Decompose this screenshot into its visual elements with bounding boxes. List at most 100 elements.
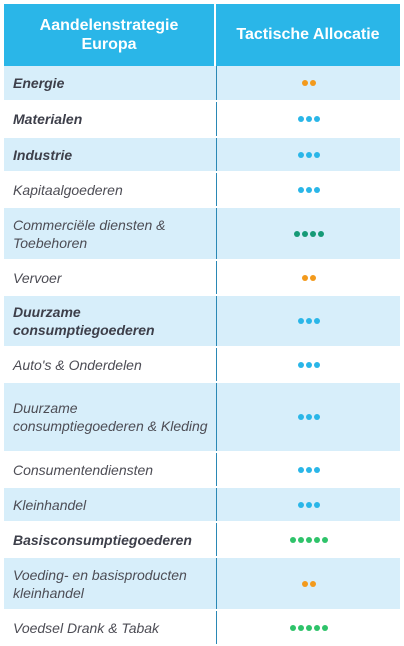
- header-strategy: Aandelenstrategie Europa: [4, 4, 216, 66]
- allocation-dot-icon: [305, 318, 312, 324]
- table-row: Kapitaalgoederen: [4, 173, 400, 208]
- table-row: Vervoer: [4, 261, 400, 296]
- allocation-dot-icon: [313, 186, 320, 193]
- allocation-dot-icon: [297, 151, 304, 158]
- sector-label: Duurzame consumptiegoederen: [13, 304, 155, 338]
- sector-label: Energie: [13, 75, 65, 91]
- allocation-dots: [297, 466, 320, 473]
- allocation-dot-icon: [305, 466, 312, 473]
- sector-label: Basisconsumptiegoederen: [13, 531, 192, 548]
- sector-label: Vervoer: [13, 269, 62, 286]
- allocation-dot-icon: [289, 536, 296, 543]
- allocation-dot-icon: [305, 151, 312, 158]
- allocation-dot-icon: [313, 318, 320, 324]
- table-row: Voedsel Drank & Tabak: [4, 611, 400, 646]
- allocation-cell: [216, 348, 400, 381]
- allocation-dot-icon: [305, 361, 312, 368]
- table-row: Energie: [4, 66, 400, 102]
- allocation-dot-icon: [305, 624, 312, 631]
- allocation-dots: [293, 230, 324, 237]
- allocation-cell: [216, 66, 400, 100]
- allocation-dot-icon: [313, 414, 320, 420]
- allocation-dots: [297, 501, 320, 508]
- allocation-cell: [216, 453, 400, 486]
- table-row: Kleinhandel: [4, 488, 400, 523]
- table-row: Materialen: [4, 102, 400, 138]
- header-allocation: Tactische Allocatie: [236, 26, 380, 43]
- allocation-dots: [289, 536, 328, 543]
- allocation-dot-icon: [297, 361, 304, 368]
- sector-label: Consumentendiensten: [13, 461, 154, 478]
- allocation-dots: [297, 361, 320, 368]
- allocation-dot-icon: [313, 624, 320, 631]
- sector-label: Kleinhandel: [13, 496, 87, 513]
- sector-label: Kapitaalgoederen: [13, 181, 123, 198]
- allocation-dot-icon: [305, 186, 312, 193]
- allocation-dot-icon: [305, 501, 312, 508]
- sector-label: Commerciële diensten & Toebehoren: [13, 216, 166, 251]
- allocation-dot-icon: [313, 536, 320, 543]
- allocation-cell: [216, 383, 400, 451]
- allocation-dot-icon: [297, 116, 304, 122]
- allocation-dots: [301, 274, 316, 281]
- sector-label: Voeding- en basisproducten kleinhandel: [13, 566, 187, 601]
- allocation-dot-icon: [297, 536, 304, 543]
- table-row: Duurzame consumptiegoederen & Kleding: [4, 383, 400, 453]
- allocation-cell: [216, 261, 400, 294]
- allocation-dot-icon: [297, 466, 304, 473]
- allocation-dots: [301, 80, 316, 86]
- allocation-dot-icon: [309, 580, 316, 587]
- table-row: Voeding- en basisproducten kleinhandel: [4, 558, 400, 611]
- allocation-dot-icon: [305, 536, 312, 543]
- table-row: Auto's & Onderdelen: [4, 348, 400, 383]
- allocation-dot-icon: [305, 116, 312, 122]
- sector-label: Industrie: [13, 146, 73, 163]
- allocation-dot-icon: [313, 361, 320, 368]
- allocation-dot-icon: [313, 116, 320, 122]
- allocation-dot-icon: [297, 414, 304, 420]
- allocation-dot-icon: [297, 624, 304, 631]
- sector-label: Voedsel Drank & Tabak: [13, 619, 160, 636]
- allocation-dots: [297, 318, 320, 324]
- allocation-table: Aandelenstrategie Europa Tactische Alloc…: [4, 4, 400, 646]
- allocation-dot-icon: [309, 80, 316, 86]
- allocation-dots: [297, 151, 320, 158]
- allocation-dots: [297, 414, 320, 420]
- allocation-dot-icon: [289, 624, 296, 631]
- allocation-cell: [216, 102, 400, 136]
- allocation-dot-icon: [317, 230, 324, 237]
- allocation-cell: [216, 173, 400, 206]
- allocation-dot-icon: [313, 466, 320, 473]
- table-row: Duurzame consumptiegoederen: [4, 296, 400, 348]
- allocation-dot-icon: [297, 501, 304, 508]
- allocation-dots: [297, 186, 320, 193]
- allocation-cell: [216, 138, 400, 171]
- allocation-dot-icon: [301, 230, 308, 237]
- allocation-dot-icon: [313, 501, 320, 508]
- table-row: Industrie: [4, 138, 400, 173]
- allocation-dot-icon: [305, 414, 312, 420]
- allocation-dots: [297, 116, 320, 122]
- allocation-dot-icon: [301, 80, 308, 86]
- allocation-dot-icon: [293, 230, 300, 237]
- allocation-dots: [289, 624, 328, 631]
- table-header: Aandelenstrategie Europa Tactische Alloc…: [4, 4, 400, 66]
- sector-label: Duurzame consumptiegoederen & Kleding: [13, 400, 208, 434]
- table-row: Consumentendiensten: [4, 453, 400, 488]
- allocation-cell: [216, 523, 400, 556]
- allocation-dot-icon: [313, 151, 320, 158]
- allocation-cell: [216, 611, 400, 644]
- allocation-dot-icon: [301, 274, 308, 281]
- allocation-dot-icon: [309, 274, 316, 281]
- allocation-cell: [216, 296, 400, 346]
- allocation-dot-icon: [321, 536, 328, 543]
- allocation-dot-icon: [297, 318, 304, 324]
- allocation-cell: [216, 558, 400, 609]
- sector-label: Auto's & Onderdelen: [13, 356, 142, 373]
- allocation-dot-icon: [301, 580, 308, 587]
- table-body: Energie Materialen Industrie Kapitaalgoeder…: [4, 66, 400, 646]
- allocation-dot-icon: [297, 186, 304, 193]
- allocation-dot-icon: [309, 230, 316, 237]
- allocation-dots: [301, 580, 316, 587]
- allocation-cell: [216, 488, 400, 521]
